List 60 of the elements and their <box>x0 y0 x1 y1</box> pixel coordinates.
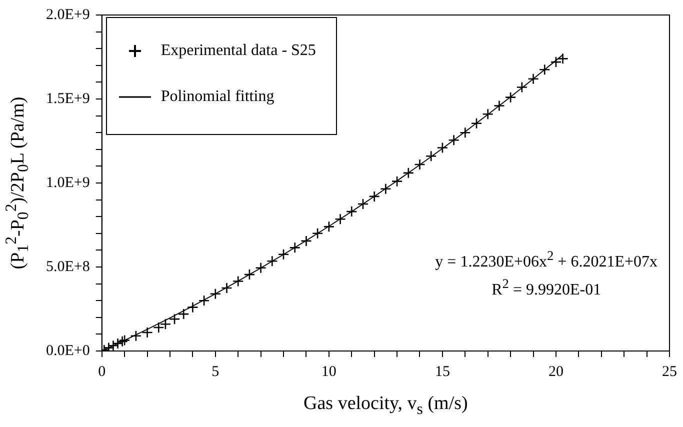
point <box>402 167 414 179</box>
point <box>557 53 568 64</box>
point <box>357 198 369 210</box>
point <box>334 213 346 225</box>
point <box>448 134 460 146</box>
x-tick-label: 25 <box>662 364 677 380</box>
point <box>221 282 232 294</box>
point <box>142 326 153 338</box>
point <box>368 190 380 202</box>
annotation: R$^{2}$ = 9.9920E-01 <box>490 275 602 301</box>
point <box>528 73 539 84</box>
point <box>168 313 180 325</box>
point <box>152 322 164 334</box>
y-tick-label: 2.0E+9 <box>46 6 90 23</box>
point <box>425 150 437 162</box>
point <box>391 176 403 187</box>
point <box>255 262 266 274</box>
point <box>460 126 471 138</box>
point <box>187 302 198 313</box>
y-tick-label: 1.5E+9 <box>46 90 90 107</box>
point <box>516 82 528 93</box>
point <box>266 255 278 267</box>
x-tick-label: 15 <box>434 364 450 380</box>
point <box>482 108 494 120</box>
point <box>244 268 256 280</box>
point <box>210 288 222 300</box>
point <box>414 158 426 170</box>
point <box>118 334 130 346</box>
point <box>108 340 119 351</box>
point <box>380 183 392 195</box>
y-tick-label: 1.0E+9 <box>46 174 90 191</box>
point <box>160 318 172 330</box>
point <box>470 118 482 130</box>
x-tick-label: 10 <box>321 364 336 380</box>
point <box>116 336 128 348</box>
x-axis-title: Gas velocity, v$_{s}$ (m/s) <box>302 393 469 419</box>
point <box>278 248 290 260</box>
point <box>300 235 312 247</box>
point <box>494 100 505 112</box>
point <box>130 330 142 342</box>
x-tick-label: 0 <box>98 364 106 380</box>
point <box>323 221 335 232</box>
y-tick-label: 0.0E+0 <box>46 342 90 359</box>
legend-label: Polinomial fitting <box>160 88 274 106</box>
point <box>550 56 562 68</box>
point <box>312 228 324 240</box>
x-tick-label: 20 <box>548 364 564 380</box>
point <box>289 242 301 254</box>
legend-label: Experimental data - S25 <box>160 42 316 60</box>
annotation: y = 1.2230E+06x$^{2}$ + 6.2021E+07x <box>435 247 658 272</box>
point <box>504 92 516 103</box>
point <box>178 308 190 320</box>
point <box>538 64 550 76</box>
point <box>232 276 244 287</box>
y-tick-label: 5.0E+8 <box>46 258 90 275</box>
point <box>436 142 448 154</box>
x-tick-label: 5 <box>212 364 220 380</box>
point <box>112 338 124 350</box>
point <box>198 294 210 306</box>
point <box>346 206 358 218</box>
